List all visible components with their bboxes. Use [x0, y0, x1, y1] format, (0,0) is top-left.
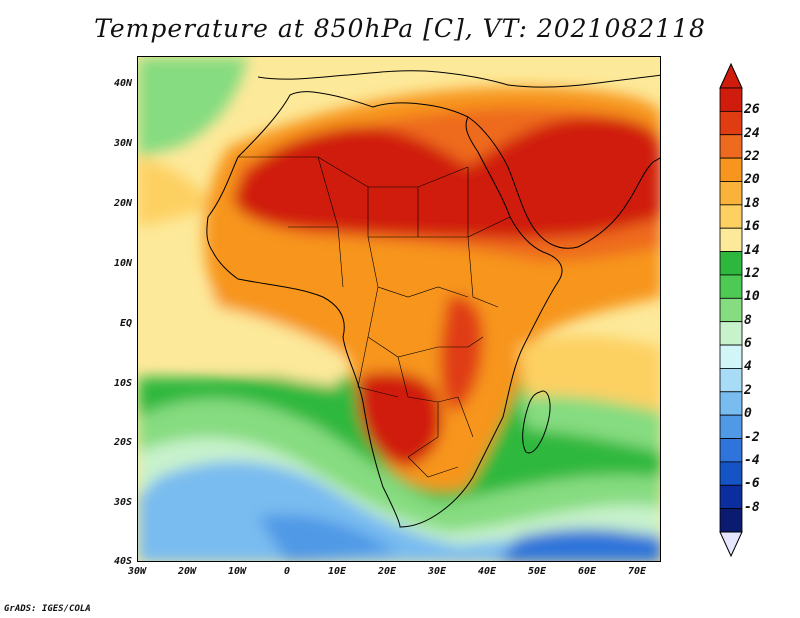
lon-tick-label: 20W [177, 566, 197, 577]
arabia-coastline [467, 116, 660, 249]
coastlines [206, 70, 660, 528]
lat-tick-label: 10S [113, 378, 132, 389]
africa-coastline [206, 91, 563, 528]
lon-tick-label: 50E [527, 566, 547, 577]
temperature-field [138, 57, 660, 561]
lon-tick-label: 70E [627, 566, 647, 577]
field-kalahari-hot [358, 372, 442, 467]
lat-tick-label: 40S [113, 556, 132, 567]
madagascar-coastline [522, 390, 551, 454]
colorbar-label: -6 [744, 476, 760, 492]
field-west-yellow [138, 157, 218, 227]
colorbar-label: 0 [744, 406, 752, 422]
temperature-map [137, 56, 661, 562]
lon-tick-label: 10W [227, 566, 247, 577]
colorbar-swatch [719, 368, 743, 393]
map-title: Temperature at 850hPa [C], VT: 202108211… [94, 14, 706, 43]
colorbar-swatch [719, 321, 743, 346]
colorbar-label: 4 [744, 359, 752, 375]
field-south-darkblue [499, 528, 660, 561]
lat-tick-label: 40N [113, 78, 132, 89]
field-south-deepblue [258, 514, 398, 561]
colorbar-swatch [719, 157, 743, 182]
field-nw-green [138, 57, 248, 157]
colorbar-swatch [719, 414, 743, 439]
field-gulf-yellow [138, 277, 338, 387]
grads-credit: GrADS: IGES/COLA [4, 604, 91, 614]
colorbar-label: 6 [744, 336, 752, 352]
lat-tick-label: 10N [113, 258, 132, 269]
colorbar-swatch [719, 344, 743, 369]
colorbar [719, 62, 743, 558]
colorbar-label: 20 [744, 172, 760, 188]
colorbar-label: 24 [744, 125, 760, 141]
colorbar-swatch [719, 391, 743, 416]
colorbar-swatch [719, 134, 743, 159]
lat-tick-label: 30S [113, 497, 132, 508]
colorbar-label: -2 [744, 429, 760, 445]
colorbar-swatch [719, 484, 743, 510]
lon-tick-label: 30E [427, 566, 447, 577]
colorbar-label: 16 [744, 219, 760, 235]
field-eastafrica-warm [440, 296, 483, 412]
colorbar-swatch [719, 461, 743, 486]
lon-tick-label: 10E [327, 566, 347, 577]
colorbar-top-arrow [719, 62, 743, 89]
colorbar-label: -8 [744, 499, 760, 515]
lon-tick-label: 60E [577, 566, 597, 577]
colorbar-label: 10 [744, 289, 760, 305]
lat-tick-label: EQ [119, 318, 132, 329]
colorbar-label: -4 [744, 452, 760, 468]
colorbar-swatch [719, 181, 743, 206]
colorbar-label: 14 [744, 242, 760, 258]
colorbar-swatch [719, 227, 743, 252]
mediterranean-north-coast [257, 70, 660, 88]
lon-tick-label: 30W [127, 566, 147, 577]
colorbar-swatch [719, 274, 743, 299]
colorbar-swatch [719, 204, 743, 229]
colorbar-label: 12 [744, 265, 760, 281]
colorbar-label: 8 [744, 312, 752, 328]
colorbar-swatch [719, 508, 743, 533]
field-south-blue [138, 460, 660, 561]
colorbar-label: 18 [744, 195, 760, 211]
lat-tick-label: 20N [113, 198, 132, 209]
colorbar-label: 2 [744, 382, 752, 398]
country-borders [238, 156, 511, 478]
colorbar-swatch [719, 297, 743, 323]
colorbar-bottom-arrow [719, 531, 743, 558]
colorbar-label: 26 [744, 102, 760, 118]
colorbar-swatch [719, 438, 743, 463]
colorbar-swatch [719, 251, 743, 276]
field-sahara-hot [233, 117, 660, 240]
map-canvas [138, 57, 660, 561]
lat-tick-label: 30N [113, 138, 132, 149]
lon-tick-label: 0 [283, 566, 291, 577]
field-indian-green [518, 395, 660, 452]
colorbar-swatch [719, 110, 743, 136]
lon-tick-label: 20E [377, 566, 397, 577]
colorbar-swatch [719, 87, 743, 112]
colorbar-label: 22 [744, 149, 760, 165]
lat-tick-label: 20S [113, 437, 132, 448]
lon-tick-label: 40E [477, 566, 497, 577]
